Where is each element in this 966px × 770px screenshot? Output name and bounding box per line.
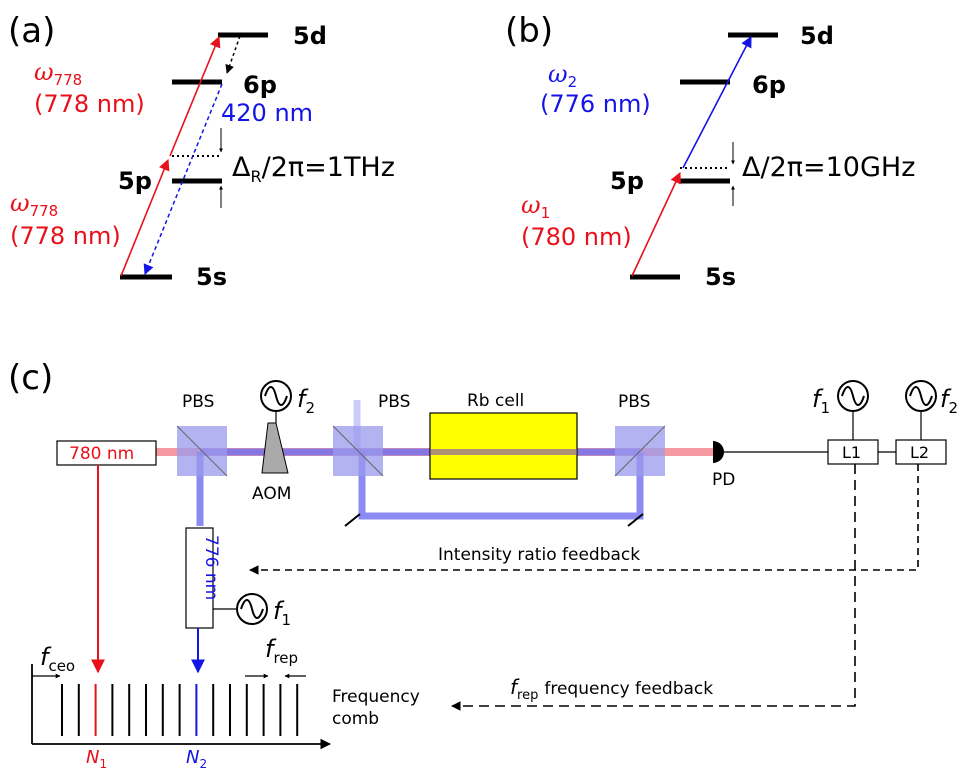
lockin-l2 [895, 439, 947, 465]
decay-5d-6p-arrow [225, 35, 241, 74]
panel-c-label: (c) [8, 358, 53, 398]
fceo-label: fceo [40, 643, 75, 675]
mirror-right [627, 513, 644, 527]
lockin-l1 [827, 439, 879, 465]
sine-icon [909, 386, 933, 406]
laser-776-label: 776 nm [201, 535, 221, 600]
laser-776-f1-label: f1 [273, 597, 291, 629]
pbs-label-2: PBS [378, 392, 410, 412]
pbs-diagonal-3 [614, 425, 666, 477]
frep-feedback-path [451, 464, 856, 711]
pbs-label-3: PBS [618, 392, 650, 412]
sine-icon [264, 386, 288, 406]
pd-label: PD [712, 470, 735, 490]
excitation-776-arrow [682, 36, 752, 169]
pbs-label-1: PBS [182, 392, 214, 412]
aom-label: AOM [252, 484, 291, 504]
n2-label: N2 [186, 747, 207, 770]
rb-cell-label: Rb cell [467, 391, 524, 411]
frep-label: frep [265, 635, 298, 667]
wavelength-780-label: (780 nm) [521, 223, 632, 251]
frep-feedback-label: frep frequency feedback [510, 675, 713, 703]
excitation-780-arrow [631, 171, 681, 277]
wavelength-776-label: (776 nm) [540, 90, 651, 118]
mirror-left [344, 513, 361, 527]
emission-420-arrow [143, 83, 223, 275]
beam-776-return-loop [358, 452, 644, 520]
level-5p-label: 5p [610, 167, 644, 195]
sine-icon [240, 599, 264, 619]
wavelength-lower-label: (778 nm) [10, 222, 121, 250]
intensity-feedback-label: Intensity ratio feedback [438, 545, 640, 565]
lockin-l1-label: L1 [842, 443, 861, 462]
omega-lower-label: ω778 [10, 189, 58, 220]
panel-b: (b) 5d 6p 5p 5s ω2 (776 nm) ω1 (780 nm) … [505, 11, 915, 291]
level-5s-label: 5s [196, 263, 227, 291]
aom-f2-label: f2 [297, 385, 315, 417]
level-5s-label: 5s [705, 263, 736, 291]
lockin-f1-label: f1 [812, 385, 830, 417]
excitation-arrow-upper [169, 35, 221, 157]
panel-a-label: (a) [8, 11, 55, 51]
panel-c: (c) PBS PBS PBS Rb cell AOM f2 [8, 358, 958, 770]
wavelength-upper-label: (778 nm) [34, 90, 145, 118]
level-6p-label: 6p [243, 71, 277, 99]
level-5p-label: 5p [118, 167, 152, 195]
omega-1-label: ω1 [521, 191, 550, 222]
lockin-l2-label: L2 [910, 443, 929, 462]
omega-upper-label: ω778 [34, 58, 82, 89]
level-5d-label: 5d [800, 22, 834, 50]
laser-776-box [185, 527, 214, 629]
lockin-f2-label: f2 [940, 385, 958, 417]
panel-a: (a) 5d 6p 5p 5s ω778 (778 nm) ω778 (778 … [8, 11, 395, 291]
level-6p-label: 6p [752, 71, 786, 99]
laser-780-box [56, 440, 157, 466]
detuning-label: ΔR/2π=1THz [232, 152, 395, 186]
rb-cell [429, 412, 578, 480]
omega-2-label: ω2 [548, 60, 577, 91]
comb-label-line1: Frequency [332, 687, 420, 707]
laser-780-label: 780 nm [69, 444, 134, 464]
panel-b-label: (b) [505, 11, 553, 51]
photodetector [713, 441, 724, 463]
n1-label: N1 [86, 747, 107, 770]
pbs-diagonal-1 [176, 425, 228, 477]
excitation-arrow-lower [120, 158, 170, 277]
emission-wavelength-label: 420 nm [221, 99, 313, 127]
pbs-diagonal-2 [332, 425, 384, 477]
comb-lines [61, 684, 299, 736]
detuning-label: Δ/2π=10GHz [742, 152, 915, 183]
comb-label-line2: comb [332, 709, 379, 729]
level-5d-label: 5d [293, 22, 327, 50]
sine-icon [841, 386, 865, 406]
